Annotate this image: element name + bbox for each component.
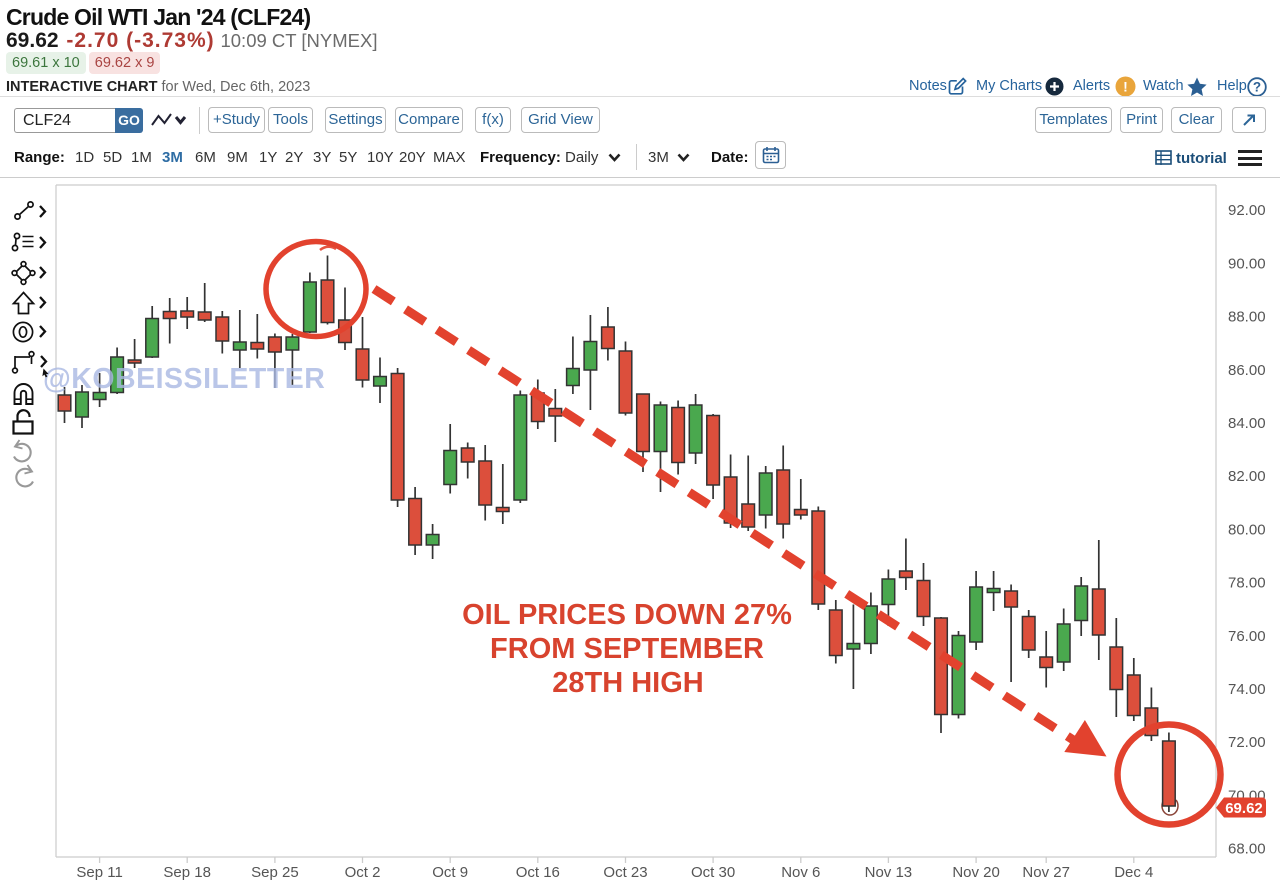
svg-text:Oct 30: Oct 30 [691,864,735,881]
svg-text:Sep 25: Sep 25 [251,864,299,881]
svg-text:Nov 13: Nov 13 [865,864,913,881]
svg-text:92.00: 92.00 [1228,202,1266,219]
svg-text:82.00: 82.00 [1228,468,1266,485]
svg-text:FROM SEPTEMBER: FROM SEPTEMBER [490,633,764,665]
svg-text:74.00: 74.00 [1228,681,1266,698]
svg-text:Nov 6: Nov 6 [781,864,820,881]
svg-text:69.62: 69.62 [1225,800,1263,817]
svg-text:68.00: 68.00 [1228,841,1266,858]
svg-text:Oct 2: Oct 2 [345,864,381,881]
svg-text:Oct 16: Oct 16 [516,864,560,881]
svg-text:Oct 9: Oct 9 [432,864,468,881]
svg-text:84.00: 84.00 [1228,415,1266,432]
svg-text:Nov 20: Nov 20 [952,864,1000,881]
svg-text:Nov 27: Nov 27 [1022,864,1070,881]
svg-text:?: ? [1253,80,1261,95]
svg-text:Oct 23: Oct 23 [603,864,647,881]
svg-text:Sep 18: Sep 18 [163,864,211,881]
svg-text:@KOBEISSILETTER: @KOBEISSILETTER [43,363,325,395]
svg-text:OIL PRICES DOWN 27%: OIL PRICES DOWN 27% [462,599,792,631]
svg-text:88.00: 88.00 [1228,309,1266,326]
svg-text:86.00: 86.00 [1228,362,1266,379]
svg-text:72.00: 72.00 [1228,734,1266,751]
svg-text:!: ! [1123,79,1128,95]
svg-text:78.00: 78.00 [1228,575,1266,592]
svg-text:90.00: 90.00 [1228,255,1266,272]
svg-text:Sep 11: Sep 11 [76,864,122,881]
svg-text:28TH HIGH: 28TH HIGH [552,667,703,699]
svg-text:80.00: 80.00 [1228,521,1266,538]
svg-text:Dec 4: Dec 4 [1114,864,1153,881]
svg-text:76.00: 76.00 [1228,628,1266,645]
